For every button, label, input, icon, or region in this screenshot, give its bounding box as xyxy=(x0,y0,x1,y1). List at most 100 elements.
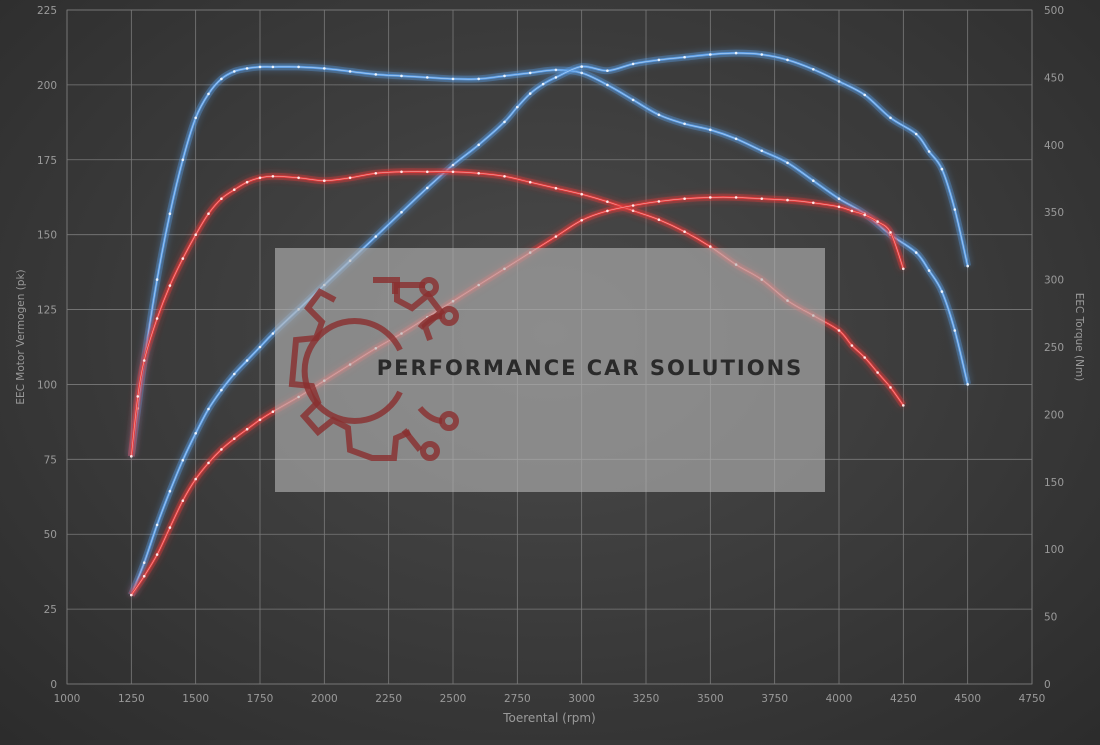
data-point xyxy=(426,186,429,190)
y-right-tick-label: 400 xyxy=(1044,140,1064,152)
data-point xyxy=(786,58,789,62)
data-point xyxy=(194,432,197,435)
data-point xyxy=(297,65,300,69)
series-tuned-left xyxy=(127,63,972,458)
watermark-title: PERFORMANCE CAR SOLUTIONS xyxy=(377,356,804,380)
data-point xyxy=(580,192,583,196)
data-point xyxy=(631,98,635,102)
data-point xyxy=(194,477,197,481)
x-tick-label: 2500 xyxy=(440,693,467,705)
data-point xyxy=(207,461,210,465)
data-point xyxy=(837,80,841,83)
data-point xyxy=(889,386,892,389)
grid xyxy=(66,9,1033,685)
data-point xyxy=(130,455,133,458)
data-point xyxy=(528,180,532,184)
y-right-tick-label: 500 xyxy=(1044,5,1064,17)
data-point xyxy=(876,220,879,223)
y-left-tick-label: 175 xyxy=(37,155,57,167)
data-point xyxy=(657,58,661,62)
y-left-tick-label: 25 xyxy=(44,604,57,616)
data-point xyxy=(516,105,519,109)
y-left-tick-label: 50 xyxy=(44,529,57,541)
plot-frame xyxy=(66,9,1033,685)
data-point xyxy=(812,201,815,205)
data-point xyxy=(709,196,712,199)
data-point xyxy=(245,67,249,70)
y-left-tick-label: 150 xyxy=(37,230,57,242)
data-point xyxy=(207,212,210,215)
data-point xyxy=(136,395,140,398)
data-point xyxy=(863,356,866,359)
x-axis-label: Toerental (rpm) xyxy=(502,711,595,725)
data-point xyxy=(837,205,841,209)
data-point xyxy=(709,128,712,132)
data-point xyxy=(657,200,661,203)
x-tick-label: 4000 xyxy=(826,693,853,705)
data-point xyxy=(503,175,506,178)
data-point xyxy=(863,93,866,97)
data-point xyxy=(181,499,185,503)
data-point xyxy=(734,51,738,55)
data-point xyxy=(451,170,455,174)
data-point xyxy=(426,170,429,174)
data-point xyxy=(477,77,481,81)
y-right-tick-label: 0 xyxy=(1044,679,1051,691)
data-point xyxy=(953,329,957,332)
data-point xyxy=(155,553,159,556)
data-point xyxy=(323,67,326,70)
y-right-tick-label: 50 xyxy=(1044,612,1057,624)
data-point xyxy=(271,410,275,414)
data-point xyxy=(683,55,686,59)
y-right-tick-label: 450 xyxy=(1044,72,1064,84)
data-point xyxy=(760,197,764,200)
data-point xyxy=(889,231,892,234)
axes: 1000 1250 1500 1750 2000 2250 2500 2750 3000 3250… xyxy=(15,5,1085,725)
data-point xyxy=(657,113,661,117)
data-point xyxy=(155,523,159,527)
data-point xyxy=(348,70,352,73)
y-left-tick-label: 225 xyxy=(37,5,57,17)
data-point xyxy=(207,92,210,96)
data-point xyxy=(233,70,236,73)
data-point xyxy=(528,92,532,95)
data-point xyxy=(233,372,236,376)
data-point xyxy=(142,359,146,362)
x-tick-label: 3750 xyxy=(761,693,788,705)
data-point xyxy=(902,404,905,407)
x-tick-label: 3500 xyxy=(697,693,724,705)
data-point xyxy=(606,209,609,213)
data-point xyxy=(914,251,918,254)
data-point xyxy=(271,332,275,335)
data-point xyxy=(297,176,300,180)
y-right-tick-label: 200 xyxy=(1044,409,1064,421)
y-right-tick-label: 300 xyxy=(1044,275,1064,287)
data-point xyxy=(245,180,249,184)
data-point xyxy=(554,76,558,79)
y-left-tick-label: 200 xyxy=(37,80,57,92)
data-point xyxy=(258,418,262,422)
data-point xyxy=(760,149,764,153)
x-tick-label: 3250 xyxy=(633,693,660,705)
data-point xyxy=(889,116,892,120)
x-tick-label: 2750 xyxy=(504,693,531,705)
data-point xyxy=(541,82,545,86)
data-point xyxy=(580,65,583,68)
data-point xyxy=(168,489,172,493)
x-tick-label: 1000 xyxy=(54,693,81,705)
y-right-tick-label: 100 xyxy=(1044,544,1064,556)
data-point xyxy=(683,122,686,126)
data-point xyxy=(503,74,506,78)
data-point xyxy=(477,143,481,147)
data-point xyxy=(554,186,558,190)
data-point xyxy=(760,53,764,56)
data-point xyxy=(168,212,172,215)
data-point xyxy=(683,230,686,233)
data-point xyxy=(245,427,249,431)
data-point xyxy=(953,208,957,211)
data-point xyxy=(374,73,378,76)
data-point xyxy=(258,176,262,180)
data-point xyxy=(323,179,326,182)
gear-circuit-logo xyxy=(288,277,459,461)
data-point xyxy=(786,198,789,202)
